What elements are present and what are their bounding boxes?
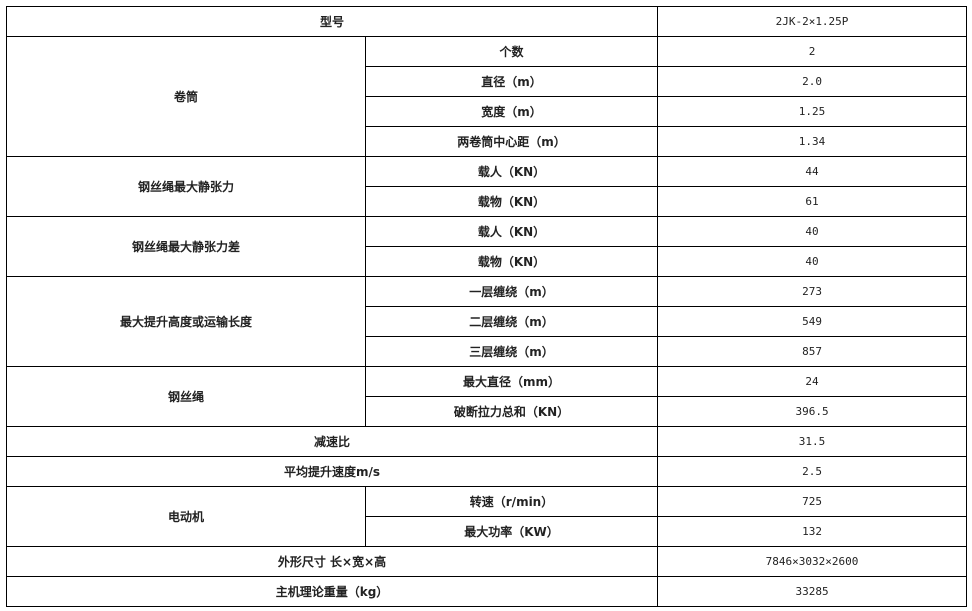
item-name: 载物（KN） — [364, 186, 659, 217]
item-value: 61 — [657, 186, 968, 217]
item-name: 两卷筒中心距（m） — [364, 126, 659, 157]
table-row: 直径（m） 2.0 — [7, 66, 968, 97]
item-value: 44 — [657, 156, 968, 187]
item-value: 2 — [657, 36, 968, 67]
table-row: 载物（KN） 40 — [7, 246, 968, 277]
table-row: 宽度（m） 1.25 — [7, 96, 968, 127]
item-name: 三层缠绕（m） — [364, 336, 659, 367]
item-name: 二层缠绕（m） — [364, 306, 659, 337]
row-value: 2.5 — [657, 456, 968, 487]
row-value: 2JK-2×1.25P — [657, 6, 968, 37]
table-row: 最大提升高度或运输长度 一层缠绕（m） 273 — [6, 276, 968, 367]
row-value: 31.5 — [657, 426, 968, 457]
table-row: 主机理论重量（kg） 33285 — [5, 576, 968, 607]
table-row: 破断拉力总和（KN） 396.5 — [7, 396, 968, 427]
item-value: 725 — [657, 486, 968, 517]
row-label: 平均提升速度m/s — [5, 456, 659, 487]
row-label: 主机理论重量（kg） — [5, 576, 659, 607]
item-value: 396.5 — [657, 396, 968, 427]
table-row: 钢丝绳最大静张力差 载人（KN） 40 — [6, 216, 968, 277]
table-row: 卷筒 个数 2 — [6, 36, 968, 157]
item-value: 1.25 — [657, 96, 968, 127]
table-row: 减速比 31.5 — [5, 426, 968, 457]
table-row: 载物（KN） 61 — [7, 186, 968, 217]
item-value: 857 — [657, 336, 968, 367]
spec-table: 型号 2JK-2×1.25P 卷筒 个数 2 直径（m） 2.0 宽度（m） 1.25 两卷筒中心… — [5, 6, 968, 607]
item-name: 直径（m） — [364, 66, 659, 97]
item-value: 132 — [657, 516, 968, 547]
row-label: 减速比 — [5, 426, 659, 457]
row-value: 33285 — [657, 576, 968, 607]
group-label: 卷筒 — [6, 36, 366, 157]
row-value: 7846×3032×2600 — [657, 546, 968, 577]
table-row: 钢丝绳 最大直径（mm） 24 — [6, 366, 968, 427]
item-value: 273 — [657, 276, 968, 307]
table-row: 钢丝绳最大静张力 载人（KN） 44 — [6, 156, 968, 217]
group-label: 钢丝绳最大静张力 — [6, 156, 366, 217]
group-label: 电动机 — [6, 486, 366, 547]
item-value: 40 — [657, 246, 968, 277]
row-label: 型号 — [5, 6, 659, 37]
item-name: 一层缠绕（m） — [364, 276, 659, 307]
item-name: 载人（KN） — [364, 156, 659, 187]
item-value: 1.34 — [657, 126, 968, 157]
item-name: 载物（KN） — [364, 246, 659, 277]
item-value: 549 — [657, 306, 968, 337]
group-label: 最大提升高度或运输长度 — [6, 276, 366, 367]
table-row: 电动机 转速（r/min） 725 — [6, 486, 968, 547]
group-label: 钢丝绳最大静张力差 — [6, 216, 366, 277]
item-name: 载人（KN） — [364, 216, 659, 247]
item-value: 2.0 — [657, 66, 968, 97]
item-value: 24 — [657, 366, 968, 397]
item-name: 个数 — [364, 36, 659, 67]
item-value: 40 — [657, 216, 968, 247]
table-body: 型号 2JK-2×1.25P 卷筒 个数 2 直径（m） 2.0 宽度（m） 1.25 两卷筒中心… — [5, 6, 968, 607]
table-row: 三层缠绕（m） 857 — [7, 336, 968, 367]
item-name: 宽度（m） — [364, 96, 659, 127]
item-name: 破断拉力总和（KN） — [364, 396, 659, 427]
table-container: 型号 2JK-2×1.25P 卷筒 个数 2 直径（m） 2.0 宽度（m） 1.25 两卷筒中心… — [5, 6, 968, 607]
item-name: 最大功率（KW） — [364, 516, 659, 547]
group-label: 钢丝绳 — [6, 366, 366, 427]
table-row: 平均提升速度m/s 2.5 — [5, 456, 968, 487]
item-name: 最大直径（mm） — [364, 366, 659, 397]
table-row: 外形尺寸 长×宽×高 7846×3032×2600 — [5, 546, 968, 577]
row-label: 外形尺寸 长×宽×高 — [5, 546, 659, 577]
table-row: 两卷筒中心距（m） 1.34 — [7, 126, 968, 157]
item-name: 转速（r/min） — [364, 486, 659, 517]
table-row: 型号 2JK-2×1.25P — [5, 6, 968, 37]
table-row: 二层缠绕（m） 549 — [7, 306, 968, 337]
